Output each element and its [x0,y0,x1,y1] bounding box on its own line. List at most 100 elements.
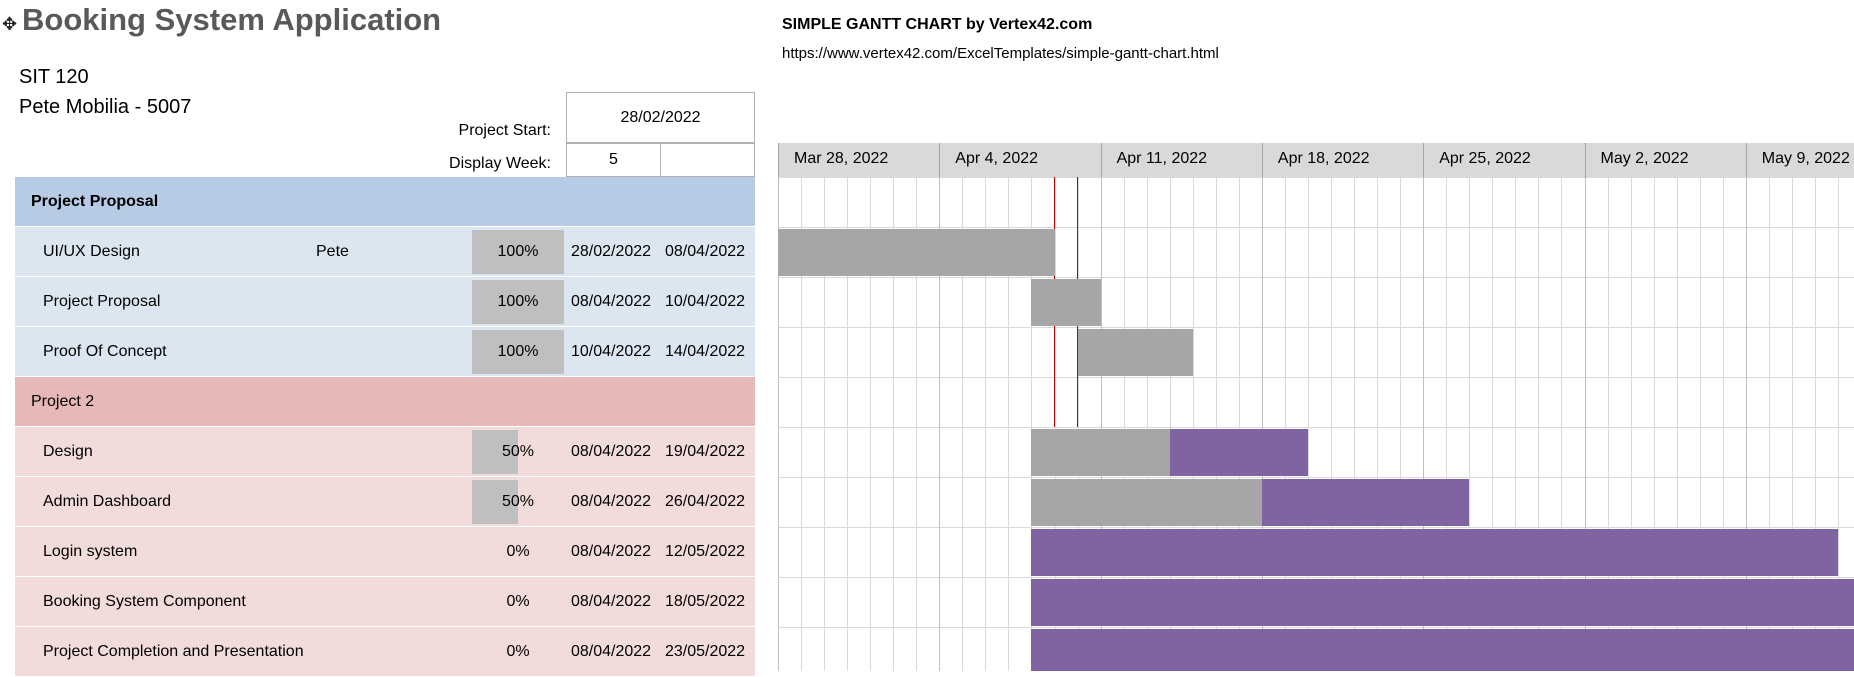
grid-day-line [1031,177,1033,671]
grid-day-line [1077,177,1079,671]
gantt-bar-remaining[interactable] [1031,628,1854,671]
grid-day-line [1722,177,1724,671]
task-start-date: 08/04/2022 [571,593,652,610]
grid-day-line [1215,177,1217,671]
grid-day-line [824,177,826,671]
author-name: Pete Mobilia - 5007 [19,96,192,118]
progress-cell: 0% [472,630,564,674]
grid-day-line [1169,177,1171,671]
grid-day-line [1630,177,1632,671]
task-row[interactable]: Design 50% 08/04/2022 19/04/2022 [15,427,755,477]
task-row[interactable]: UI/UX Design Pete 100% 28/02/2022 08/04/2022 [15,227,755,277]
grid-day-line [1146,177,1148,671]
grid-day-line [1814,177,1816,671]
gantt-bar-complete[interactable] [1077,328,1193,376]
gantt-bar-remaining[interactable] [1031,528,1838,576]
phase-row[interactable]: Project Proposal [15,177,755,227]
grid-day-line [1377,177,1379,671]
week-header: May 9, 2022 [1745,143,1854,177]
gantt-bar-complete[interactable] [778,228,1055,276]
grid-day-line [1584,177,1586,671]
week-header: Apr 25, 2022 [1423,143,1585,177]
phase-name: Project Proposal [31,193,159,210]
task-name: UI/UX Design [43,243,140,260]
task-name: Admin Dashboard [43,493,172,510]
progress-bar [472,480,518,524]
progress-cell: 50% [472,480,564,524]
grid-day-line [1054,177,1056,671]
grid-row-line [778,377,1854,378]
grid-row-line [778,577,1854,578]
grid-day-line [1653,177,1655,671]
grid-day-line [1607,177,1609,671]
task-end-date: 10/04/2022 [665,293,746,310]
task-start-date: 08/04/2022 [571,293,652,310]
grid-day-line [893,177,895,671]
grid-day-line [1307,177,1309,671]
task-start-date: 10/04/2022 [571,343,652,360]
week-header: Apr 4, 2022 [939,143,1101,177]
task-start-date: 08/04/2022 [571,543,652,560]
grid-day-line [1261,177,1263,671]
task-row[interactable]: Project Proposal 100% 08/04/2022 10/04/2022 [15,277,755,327]
task-row[interactable]: Proof Of Concept 100% 10/04/2022 14/04/2022 [15,327,755,377]
template-credit-title: SIMPLE GANTT CHART by Vertex42.com [782,16,1093,33]
task-row[interactable]: Booking System Component 0% 08/04/2022 18/0… [15,577,755,627]
grid-day-line [1699,177,1701,671]
cell-cursor-icon: ✥ [2,14,18,34]
project-start-input[interactable]: 28/02/2022 [566,92,755,143]
progress-cell: 100% [472,330,564,374]
page-title: Booking System Application [22,2,442,37]
template-credit-link[interactable]: https://www.vertex42.com/ExcelTemplates/… [782,45,1219,62]
grid-day-line [1192,177,1194,671]
grid-day-line [1008,177,1010,671]
progress-value: 100% [497,293,539,310]
grid-day-line [870,177,872,671]
grid-day-line [1469,177,1471,671]
grid-day-line [1123,177,1125,671]
grid-day-line [1837,177,1839,671]
gantt-bar-complete[interactable] [1031,278,1101,326]
task-row[interactable]: Admin Dashboard 50% 08/04/2022 26/04/2022 [15,477,755,527]
task-start-date: 28/02/2022 [571,243,652,260]
week-header: Mar 28, 2022 [778,143,940,177]
grid-day-line [985,177,987,671]
grid-row-line [778,527,1854,528]
progress-value: 50% [501,493,535,510]
progress-cell: 0% [472,580,564,624]
progress-bar [472,330,564,374]
gantt-grid [778,177,1854,671]
progress-cell: 0% [472,530,564,574]
task-name: Proof Of Concept [43,343,167,360]
grid-day-line [1492,177,1494,671]
progress-cell: 50% [472,430,564,474]
progress-value: 0% [506,643,530,660]
task-start-date: 08/04/2022 [571,443,652,460]
display-week-input[interactable]: 5 [566,143,661,177]
gantt-bar-remaining[interactable] [1261,478,1470,526]
task-row[interactable]: Login system 0% 08/04/2022 12/05/2022 [15,527,755,577]
gantt-bar-complete[interactable] [1031,428,1170,476]
display-week-label: Display Week: [449,155,551,172]
week-header: Apr 18, 2022 [1261,143,1424,177]
task-name: Booking System Component [43,593,246,610]
grid-day-line [1446,177,1448,671]
grid-row-line [778,227,1854,228]
grid-row-line [778,627,1854,628]
grid-day-line [1561,177,1563,671]
grid-day-line [1400,177,1402,671]
grid-day-line [1676,177,1678,671]
progress-value: 100% [497,343,539,360]
grid-day-line [1538,177,1540,671]
gantt-bar-complete[interactable] [1031,478,1262,526]
grid-day-line [1768,177,1770,671]
task-name: Project Completion and Presentation [43,643,304,660]
progress-bar [472,230,564,274]
task-end-date: 14/04/2022 [665,343,746,360]
grid-day-line [1354,177,1356,671]
gantt-bar-remaining[interactable] [1031,578,1854,626]
phase-row[interactable]: Project 2 [15,377,755,427]
gantt-bar-remaining[interactable] [1169,428,1308,476]
grid-day-line [1100,177,1102,671]
task-row[interactable]: Project Completion and Presentation 0% 08/… [15,627,755,677]
